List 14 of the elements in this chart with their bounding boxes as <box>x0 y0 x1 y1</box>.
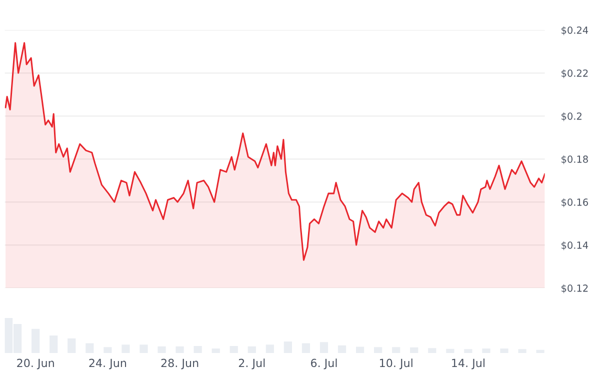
y-tick-label: $0.2 <box>562 112 582 122</box>
y-tick-label: $0.16 <box>562 198 588 208</box>
y-tick-label: $0.24 <box>562 26 588 36</box>
y-tick-label: $0.18 <box>562 155 588 164</box>
y-tick-label: $0.12 <box>562 284 588 294</box>
x-tick-label: 10. Jul <box>380 358 412 370</box>
x-tick-label: 6. Jul <box>311 358 337 370</box>
x-tick-label: 20. Jun <box>17 358 54 370</box>
x-tick-label: 2. Jul <box>238 358 265 370</box>
x-tick-label: 14. Jul <box>452 358 484 370</box>
y-tick-label: $0.22 <box>562 69 588 78</box>
x-tick-label: 24. Jun <box>89 358 126 370</box>
y-tick-label: $0.14 <box>562 241 588 250</box>
x-tick-label: 28. Jun <box>161 358 198 370</box>
